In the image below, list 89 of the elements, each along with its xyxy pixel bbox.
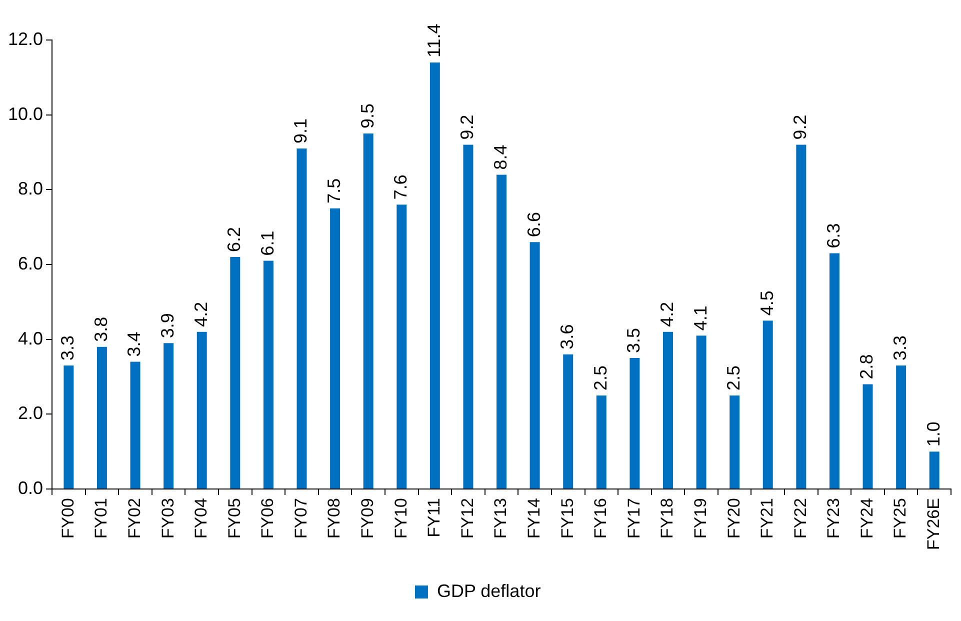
bar: [296, 148, 307, 489]
y-tick-label: 12.0: [8, 28, 44, 49]
bar: [596, 395, 606, 489]
bar: [263, 260, 274, 489]
text: 4.5: [756, 290, 777, 316]
bar: [862, 384, 873, 489]
bar: [663, 332, 673, 489]
x-tick-label: FY03: [158, 498, 178, 539]
y-tick-label: 8.0: [18, 178, 44, 199]
x-tick-label: FY23: [824, 498, 844, 539]
text: 9.5: [357, 104, 378, 129]
x-tick-label: FY12: [458, 498, 477, 539]
text: 6.2: [224, 227, 244, 252]
bar: [463, 144, 474, 489]
text: 11.4: [424, 24, 444, 58]
y-tick-label: 0.0: [18, 478, 44, 498]
x-tick-label: FY00: [58, 498, 78, 539]
bar: [396, 204, 407, 489]
bar: [363, 134, 374, 489]
x-tick-label: FY20: [724, 498, 744, 539]
bar: [730, 395, 740, 489]
text: 9.2: [457, 114, 478, 140]
bar: [130, 362, 140, 489]
x-tick-label: FY09: [358, 498, 378, 539]
x-tick-label: FY15: [558, 498, 577, 539]
x-tick-label: FY18: [658, 498, 677, 539]
bar: [796, 144, 806, 489]
x-tick-label: FY08: [324, 498, 344, 539]
x-tick-label: FY19: [690, 498, 710, 539]
text: 7.5: [324, 178, 344, 204]
x-tick-label: FY04: [192, 498, 211, 539]
text: 8.4: [490, 144, 510, 170]
y-tick-label: 10.0: [8, 104, 44, 124]
bar: [929, 452, 940, 489]
bar: [230, 257, 240, 489]
y-tick-label: 4.0: [18, 328, 44, 348]
legend-label: GDP deflator: [436, 580, 541, 601]
text: 3.9: [158, 313, 178, 338]
x-tick-label: FY25: [890, 498, 910, 539]
text: 4.1: [690, 306, 710, 331]
x-tick-label: FY16: [591, 498, 610, 539]
text: 3.4: [124, 332, 144, 357]
text: 9.2: [790, 114, 810, 140]
text: 3.8: [90, 316, 111, 342]
bar: [563, 354, 574, 489]
bar: [696, 336, 706, 489]
x-tick-label: FY05: [224, 498, 244, 539]
x-tick-label: FY22: [790, 498, 810, 539]
text: 6.1: [257, 230, 278, 256]
bar: [164, 343, 174, 489]
bar: [630, 358, 640, 489]
text: 6.6: [524, 212, 544, 238]
x-tick-label: FY06: [258, 498, 278, 539]
bar: [530, 242, 540, 489]
y-tick-label: 2.0: [18, 403, 44, 424]
y-tick-label: 6.0: [18, 253, 44, 274]
text: 2.5: [590, 365, 610, 390]
x-tick-label: FY17: [624, 498, 644, 539]
text: 6.3: [823, 223, 844, 248]
x-tick-label: FY10: [391, 498, 410, 539]
x-tick-label: FY13: [491, 498, 510, 539]
x-tick-label: FY21: [758, 498, 777, 539]
bar: [64, 366, 74, 489]
text: 7.6: [390, 174, 411, 200]
bar: [829, 253, 840, 489]
text: 2.8: [856, 354, 877, 380]
text: 4.2: [656, 302, 677, 327]
text: 2.5: [724, 365, 744, 390]
bar: [330, 208, 340, 489]
x-tick-label: FY01: [92, 498, 111, 539]
bar: [762, 320, 773, 489]
text: 3.3: [890, 336, 910, 361]
x-tick-label: FY07: [291, 498, 310, 539]
bar: [96, 346, 107, 489]
bar: [196, 332, 207, 489]
bar: [496, 174, 507, 489]
text: 3.3: [58, 336, 78, 361]
text: 3.6: [557, 324, 578, 350]
bar: [430, 62, 440, 489]
text: 4.2: [190, 302, 211, 327]
text: 3.5: [624, 328, 644, 354]
x-tick-label: FY02: [124, 498, 144, 539]
x-tick-label: FY11: [424, 498, 444, 538]
text: 9.1: [290, 118, 311, 144]
x-tick-label: FY14: [524, 498, 544, 539]
x-tick-label: FY24: [857, 498, 876, 539]
bar: [896, 366, 906, 489]
text: 1.0: [923, 422, 944, 447]
x-tick-label: FY26E: [924, 498, 944, 550]
